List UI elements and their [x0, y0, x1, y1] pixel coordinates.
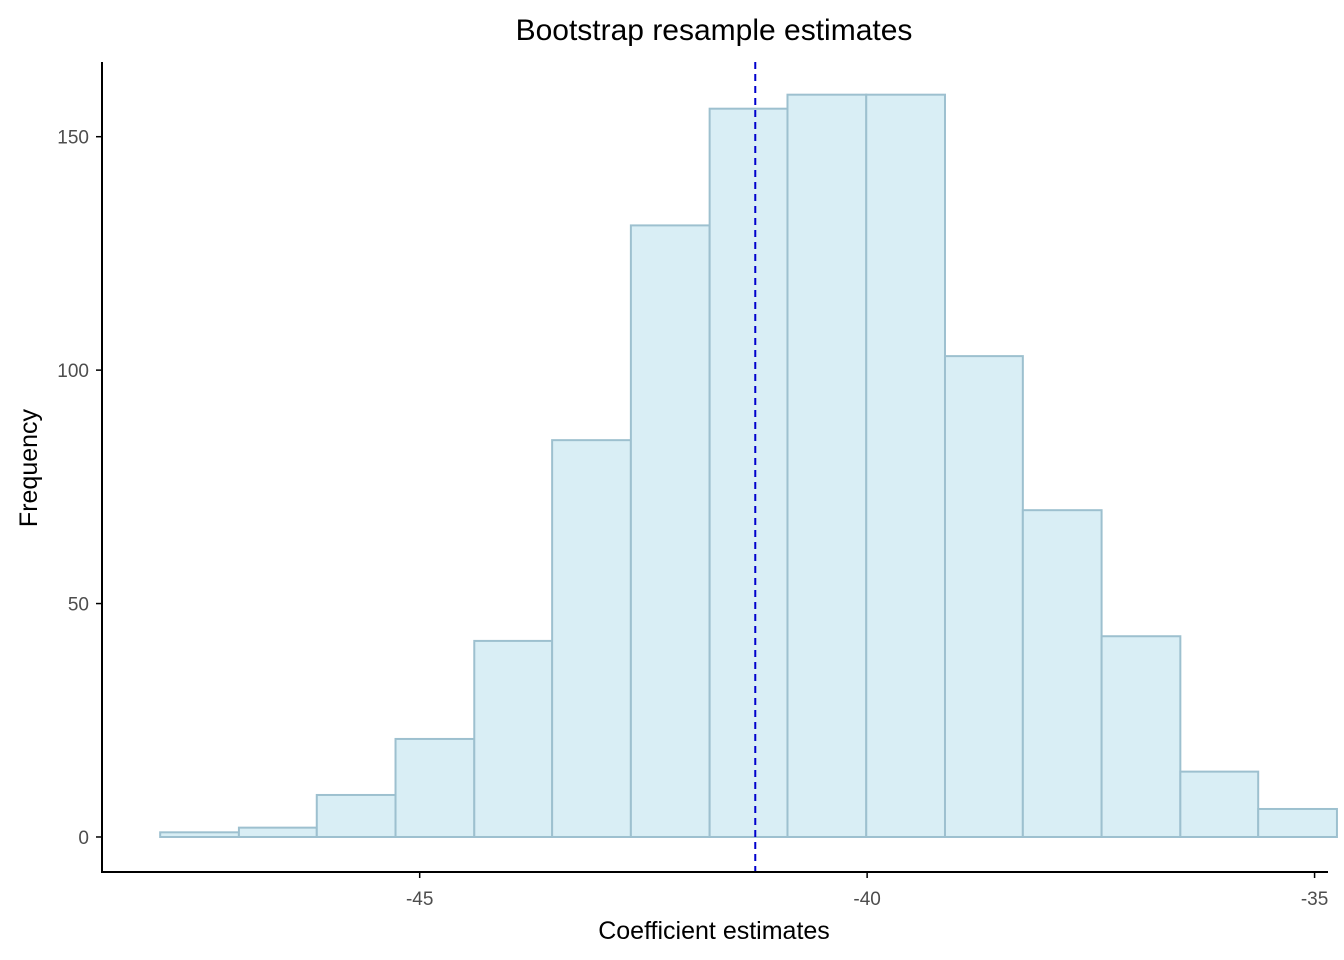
x-axis-title: Coefficient estimates	[598, 917, 830, 945]
histogram-bar-12	[1021, 509, 1103, 838]
x-tick-label: -35	[1301, 889, 1328, 910]
histogram-bar-10	[865, 93, 946, 838]
y-tick-label: 150	[57, 128, 89, 149]
histogram-bar-4	[394, 737, 476, 838]
y-axis-ticks: 0 50 100 150	[57, 128, 102, 849]
histogram-bar-13	[1100, 635, 1182, 838]
histogram-bars	[159, 93, 1338, 838]
histogram-bar-8	[708, 107, 789, 838]
y-tick-label: 50	[68, 595, 89, 616]
histogram-bar-3	[315, 793, 397, 838]
chart-title: Bootstrap resample estimates	[516, 14, 913, 47]
y-tick-label: 0	[78, 828, 89, 849]
histogram-bar-5	[473, 639, 554, 838]
histogram-bar-1	[159, 831, 240, 838]
x-axis-ticks: -45 -40 -35	[406, 872, 1328, 910]
histogram-bar-9	[786, 93, 868, 838]
y-tick-label: 100	[57, 361, 89, 382]
histogram-bar-7	[629, 224, 711, 838]
histogram-bar-2	[237, 826, 318, 838]
histogram-bar-15	[1257, 807, 1338, 838]
histogram-bar-6	[551, 439, 632, 838]
x-tick-label: -40	[853, 889, 880, 910]
x-tick-label: -45	[406, 889, 433, 910]
histogram-bar-14	[1179, 770, 1260, 838]
histogram-bar-11	[943, 355, 1024, 838]
y-axis-title: Frequency	[15, 408, 43, 527]
